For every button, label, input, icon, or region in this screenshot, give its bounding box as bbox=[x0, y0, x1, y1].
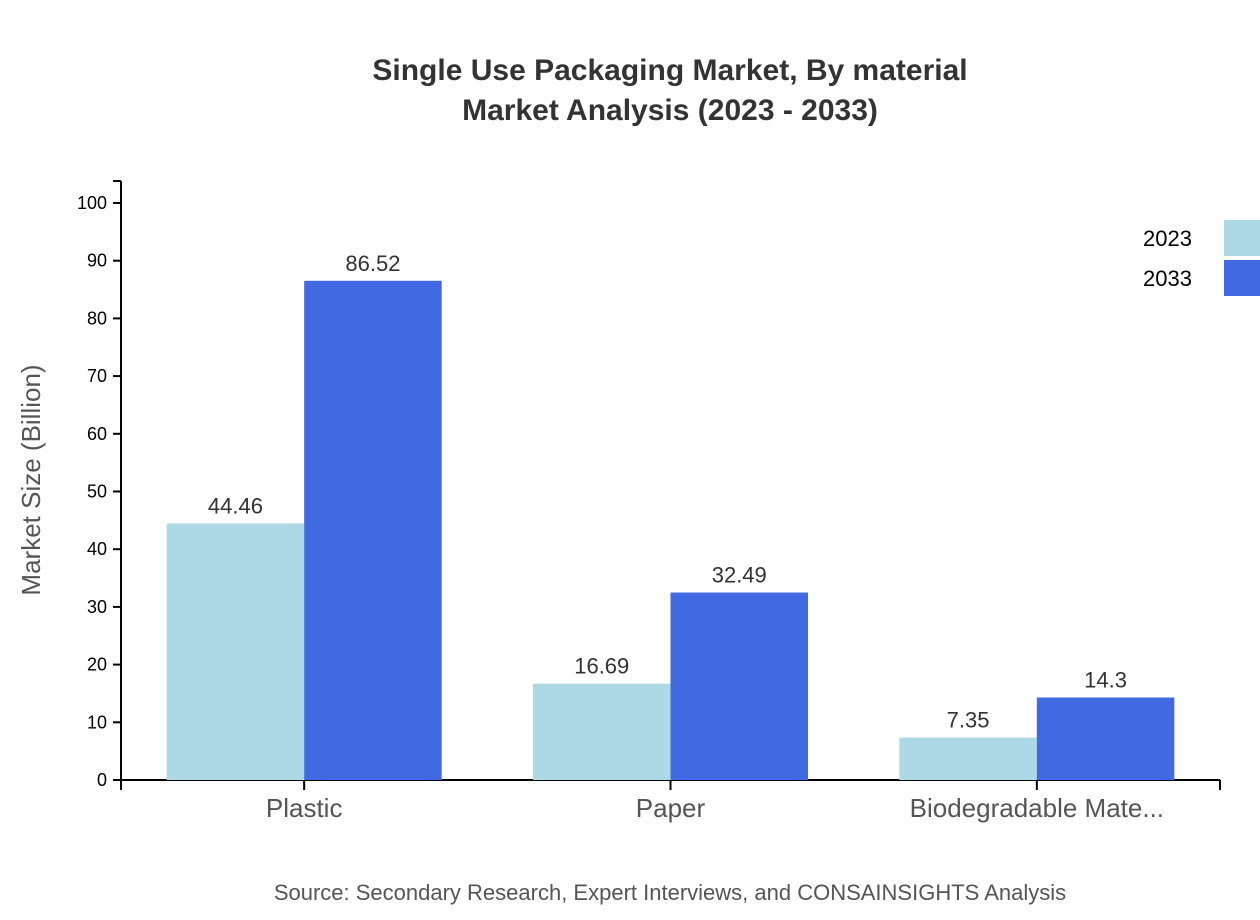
legend-label: 2033 bbox=[1143, 266, 1192, 291]
data-label: 32.49 bbox=[712, 563, 767, 588]
y-tick-label: 50 bbox=[87, 482, 107, 502]
bar-2033-1 bbox=[670, 592, 808, 780]
y-tick-label: 0 bbox=[97, 770, 107, 790]
y-axis-label: Market Size (Billion) bbox=[16, 364, 46, 595]
legend-swatch-2033 bbox=[1224, 260, 1260, 296]
y-tick-label: 80 bbox=[87, 308, 107, 328]
y-tick-label: 30 bbox=[87, 597, 107, 617]
source-note: Source: Secondary Research, Expert Inter… bbox=[274, 880, 1066, 905]
data-label: 7.35 bbox=[947, 708, 990, 733]
y-tick-label: 20 bbox=[87, 655, 107, 675]
x-tick-label: Paper bbox=[636, 793, 706, 823]
y-tick-label: 40 bbox=[87, 539, 107, 559]
x-tick-label: Plastic bbox=[266, 793, 343, 823]
bar-2023-2 bbox=[899, 737, 1037, 780]
y-tick-label: 10 bbox=[87, 712, 107, 732]
data-label: 44.46 bbox=[208, 493, 263, 518]
bar-2023-0 bbox=[166, 523, 305, 780]
bar-2023-1 bbox=[533, 683, 671, 780]
bar-2033-2 bbox=[1036, 697, 1175, 780]
chart-title: Single Use Packaging Market, By material bbox=[372, 54, 967, 87]
chart-subtitle: Market Analysis (2023 - 2033) bbox=[462, 94, 878, 127]
y-tick-label: 70 bbox=[87, 366, 107, 386]
data-label: 86.52 bbox=[345, 251, 400, 276]
x-tick-label: Biodegradable Mate... bbox=[910, 793, 1164, 823]
bar-2033-0 bbox=[304, 280, 442, 780]
y-tick-label: 100 bbox=[77, 193, 107, 213]
legend-label: 2023 bbox=[1143, 226, 1192, 251]
y-tick-label: 60 bbox=[87, 424, 107, 444]
data-label: 16.69 bbox=[574, 654, 629, 679]
legend-swatch-2023 bbox=[1224, 220, 1260, 256]
data-label: 14.3 bbox=[1084, 667, 1127, 692]
y-tick-label: 90 bbox=[87, 251, 107, 271]
